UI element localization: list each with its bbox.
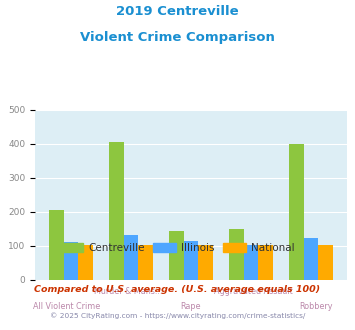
Legend: Centreville, Illinois, National: Centreville, Illinois, National: [56, 239, 299, 257]
Text: 2019 Centreville: 2019 Centreville: [116, 5, 239, 18]
Bar: [304, 238, 318, 280]
Bar: [64, 243, 78, 280]
Bar: [49, 210, 64, 280]
Bar: [289, 144, 304, 280]
Bar: [109, 142, 124, 280]
Text: Compared to U.S. average. (U.S. average equals 100): Compared to U.S. average. (U.S. average …: [34, 285, 321, 294]
Bar: [229, 229, 244, 280]
Text: All Violent Crime: All Violent Crime: [33, 302, 100, 311]
Bar: [78, 245, 93, 280]
Bar: [138, 245, 153, 280]
Bar: [258, 245, 273, 280]
Bar: [318, 245, 333, 280]
Text: Murder & Mans...: Murder & Mans...: [94, 287, 163, 296]
Text: Aggravated Assault: Aggravated Assault: [214, 287, 293, 296]
Text: Robbery: Robbery: [299, 302, 332, 311]
Bar: [169, 231, 184, 280]
Text: © 2025 CityRating.com - https://www.cityrating.com/crime-statistics/: © 2025 CityRating.com - https://www.city…: [50, 312, 305, 318]
Bar: [198, 245, 213, 280]
Bar: [244, 245, 258, 280]
Text: Rape: Rape: [181, 302, 201, 311]
Bar: [184, 241, 198, 280]
Bar: [124, 235, 138, 280]
Text: Violent Crime Comparison: Violent Crime Comparison: [80, 31, 275, 44]
